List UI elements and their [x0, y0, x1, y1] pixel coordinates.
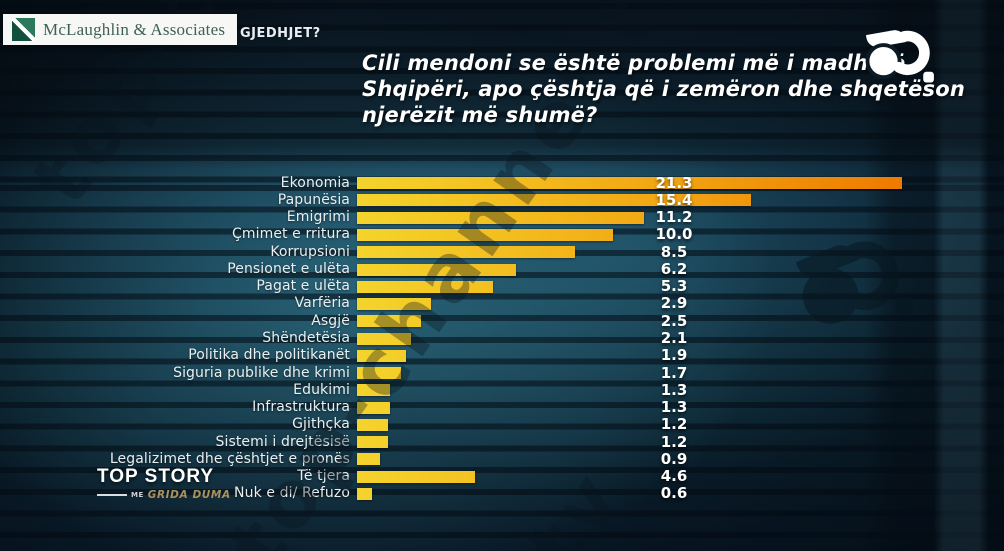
chart-row: Pensionet e ulëta 6.2 [0, 259, 1004, 278]
chart-row: Çmimet e rritura 10.0 [0, 225, 1004, 244]
bar [357, 470, 475, 483]
bar [357, 280, 493, 293]
chart-row: Asgjë 2.5 [0, 311, 1004, 330]
category-label: Politika dhe politikanët [188, 347, 350, 364]
value-label: 2.9 [660, 294, 688, 313]
byline-divider [97, 494, 127, 496]
bar [357, 211, 644, 224]
value-label: 1.7 [660, 363, 688, 382]
category-label: Asgjë [311, 312, 350, 329]
value-label: 2.1 [660, 328, 688, 347]
agency-green-square-icon [12, 18, 35, 41]
category-label: Çmimet e rritura [231, 226, 350, 243]
chart-row: Edukimi 1.3 [0, 380, 1004, 399]
question-line: Cili mendoni se është problemi më i madh… [362, 51, 906, 75]
bar [357, 367, 401, 380]
chart-row: Nuk e di/ Refuzo 0.6 [0, 484, 1004, 503]
category-label: Pagat e ulëta [256, 278, 350, 295]
agency-name: McLaughlin & Associates [43, 19, 226, 39]
chart-row: Varfëria 2.9 [0, 294, 1004, 313]
category-label: Ekonomia [280, 174, 350, 191]
value-label: 1.3 [660, 398, 688, 417]
category-label: Pensionet e ulëta [227, 260, 350, 277]
value-label: 8.5 [660, 242, 688, 261]
chart-row: Emigrimi 11.2 [0, 208, 1004, 227]
question-title: Cili mendoni se është problemi më i madh… [362, 50, 1004, 128]
show-title: TOP STORY [97, 466, 215, 487]
bar [357, 401, 391, 414]
category-label: Infrastruktura [252, 399, 350, 416]
value-label: 2.5 [660, 311, 688, 330]
value-label: 6.2 [660, 259, 688, 278]
chart-row: Gjithçka 1.2 [0, 415, 1004, 434]
chart-row: Ekonomia 21.3 [0, 173, 1004, 192]
top-story-logo: TOP STORY ME GRIDA DUMA [97, 466, 231, 501]
category-label: Të tjera [297, 468, 350, 485]
bar [357, 488, 373, 500]
chart-row: Shëndetësia 2.1 [0, 328, 1004, 347]
category-label: Gjithçka [292, 416, 350, 433]
value-label: 0.6 [660, 484, 688, 503]
agency-logo: McLaughlin & Associates [3, 14, 237, 45]
value-label: 1.3 [660, 380, 688, 399]
question-line: njerëzit më shumë? [362, 103, 598, 127]
chart-row: Të tjera 4.6 [0, 467, 1004, 486]
partial-headline: GJEDHJET? [240, 26, 321, 41]
question-line: Shqipëri, apo çështja që i zemëron dhe s… [362, 77, 965, 101]
value-label: 11.2 [655, 208, 693, 227]
category-label: Emigrimi [286, 209, 350, 226]
value-label: 1.9 [660, 346, 688, 365]
chart-row: Legalizimet dhe çështjet e pronës 0.9 [0, 449, 1004, 468]
category-label: Siguria publike dhe krimi [173, 364, 350, 381]
category-label: Edukimi [293, 381, 350, 398]
category-label: Papunësia [277, 191, 350, 208]
bar [357, 177, 902, 190]
category-label: Legalizimet dhe çështjet e pronës [109, 450, 350, 467]
chart-row: Politika dhe politikanët 1.9 [0, 346, 1004, 365]
bar [357, 349, 406, 362]
bar [357, 298, 432, 311]
category-label: Korrupsioni [270, 243, 350, 260]
value-label: 5.3 [660, 277, 688, 296]
value-label: 1.2 [660, 432, 688, 451]
show-byline: ME GRIDA DUMA [97, 489, 231, 501]
category-label: Nuk e di/ Refuzo [234, 485, 350, 502]
value-label: 21.3 [655, 173, 693, 192]
category-label: Varfëria [294, 295, 350, 312]
byline-name: GRIDA DUMA [147, 489, 231, 501]
chart-row: Pagat e ulëta 5.3 [0, 277, 1004, 296]
value-label: 15.4 [655, 190, 693, 209]
value-label: 1.2 [660, 415, 688, 434]
chart-row: Infrastruktura 1.3 [0, 398, 1004, 417]
bar [357, 263, 516, 276]
bar [357, 418, 388, 431]
byline-prefix: ME [131, 491, 144, 499]
bar [357, 229, 613, 242]
category-label: Sistemi i drejtësisë [215, 433, 350, 450]
top-channel-logo-icon [853, 26, 937, 91]
chart-row: Sistemi i drejtësisë 1.2 [0, 432, 1004, 451]
top-channel-logo-watermark-icon [773, 226, 921, 349]
value-label: 10.0 [655, 225, 693, 244]
value-label: 0.9 [660, 449, 688, 468]
bar [357, 246, 575, 259]
chart-row: Siguria publike dhe krimi 1.7 [0, 363, 1004, 382]
bar [357, 194, 751, 207]
value-label: 4.6 [660, 467, 688, 486]
bar [357, 453, 380, 466]
bar [357, 315, 421, 328]
chart-row: Korrupsioni 8.5 [0, 242, 1004, 261]
chart-row: Papunësia 15.4 [0, 190, 1004, 209]
bar [357, 332, 411, 345]
bar-chart: Ekonomia 21.3 Papunësia 15.4 Emigrimi 11.2 Çmi… [0, 173, 1004, 503]
category-label: Shëndetësia [262, 329, 350, 346]
bar [357, 436, 388, 449]
bar [357, 384, 391, 397]
